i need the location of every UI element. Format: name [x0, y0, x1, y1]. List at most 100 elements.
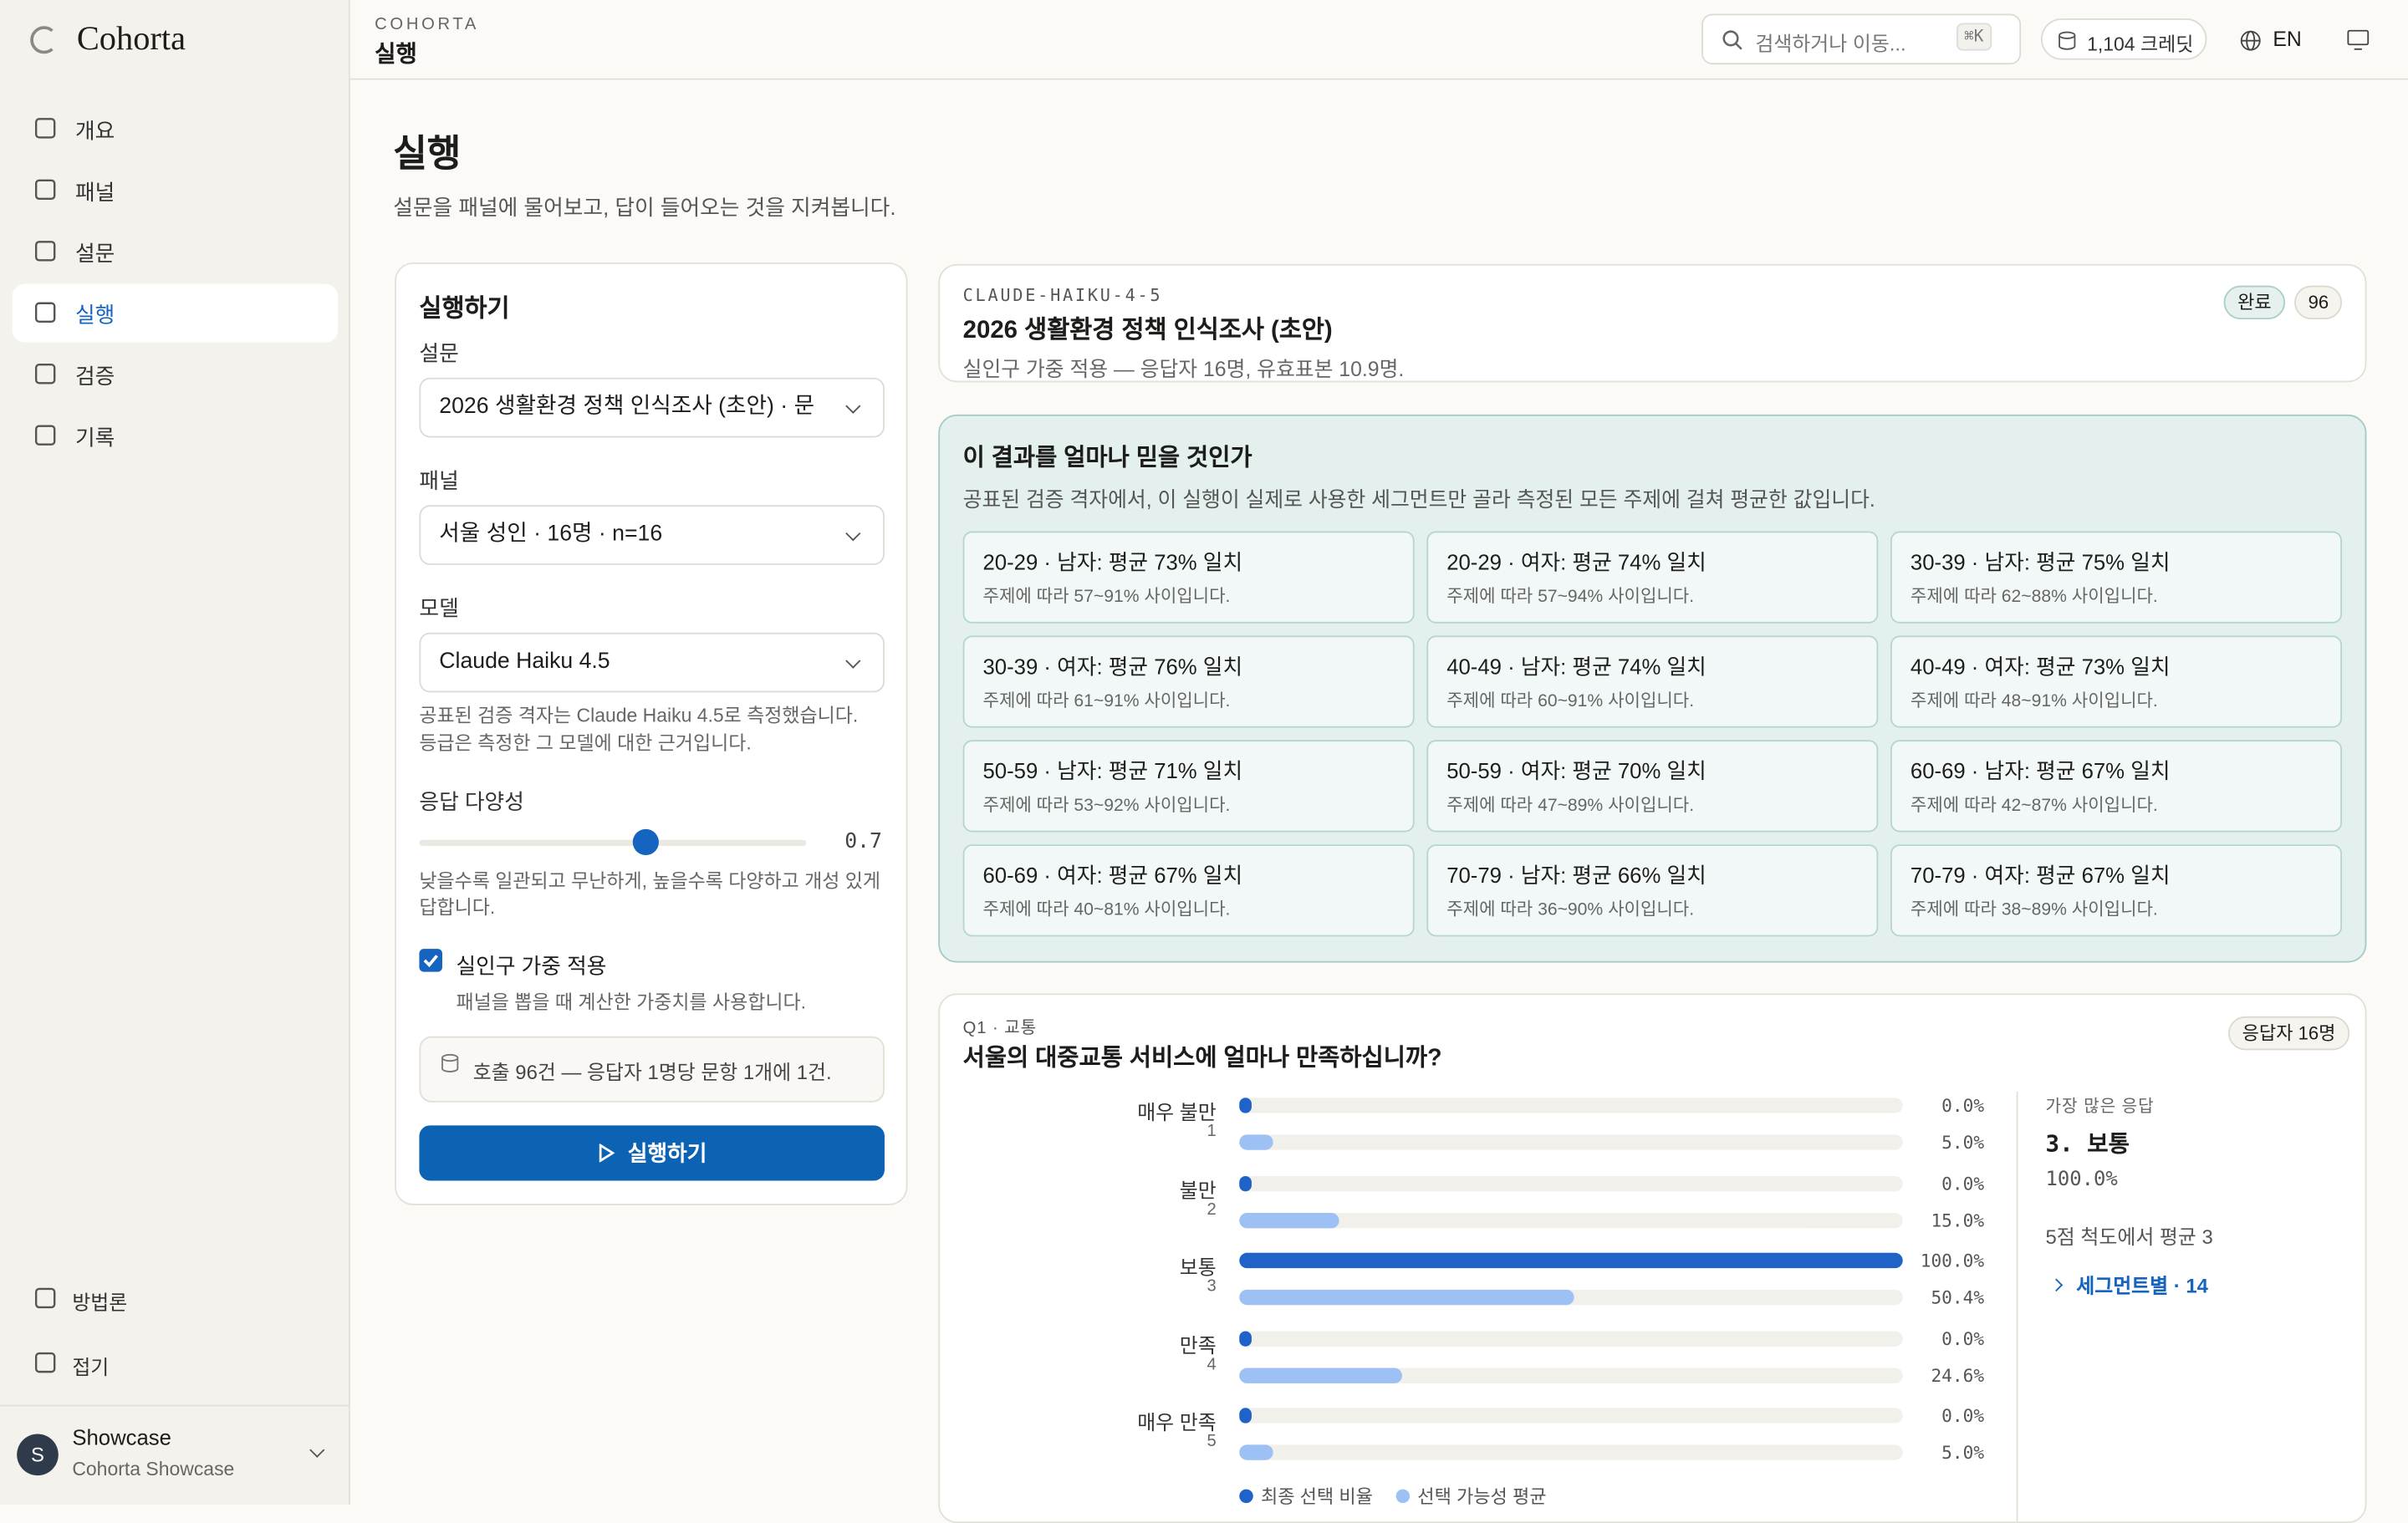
- nav-item[interactable]: 실행: [12, 283, 339, 343]
- divider: [2016, 1091, 2018, 1522]
- bar: [1239, 1212, 1339, 1228]
- nav-item[interactable]: 검증: [13, 345, 338, 404]
- bar-track: [1239, 1175, 1903, 1191]
- user-org: Cohorta Showcase: [72, 1458, 235, 1480]
- cell-range: 주제에 따라 36~90% 사이입니다.: [1446, 901, 1695, 920]
- checkbox[interactable]: [419, 949, 442, 972]
- cell-range: 주제에 따라 57~94% 사이입니다.: [1446, 588, 1695, 607]
- credits[interactable]: 1,104 크레딧: [2041, 18, 2207, 60]
- globe-icon: [2240, 30, 2261, 51]
- bar: [1239, 1289, 1574, 1306]
- legend-item: 최종 선택 비율: [1239, 1483, 1373, 1509]
- nav-label: 방법론: [72, 1291, 128, 1315]
- panel-select[interactable]: 서울 성인 · 16명 · n=16: [419, 505, 885, 565]
- search[interactable]: 검색하거나 이동... ⌘K: [1701, 13, 2022, 65]
- bar: [1239, 1175, 1252, 1191]
- segments-link[interactable]: 세그먼트별 · 14: [2049, 1270, 2208, 1299]
- cell-title: 40-49 · 남자: 평균 74% 일치: [1446, 654, 1707, 679]
- select-value: 2026 생활환경 정책 인식조사 (초안) · 문항 6개: [439, 395, 815, 420]
- cell-title: 70-79 · 여자: 평균 67% 일치: [1910, 863, 2171, 888]
- nav-label: 검증: [75, 364, 115, 389]
- bar: [1239, 1252, 1903, 1269]
- brand: Cohorta: [76, 18, 186, 57]
- calls-note: 호출 96건 — 응답자 1명당 문항 1개에 1건.: [419, 1036, 885, 1103]
- cell-title: 60-69 · 남자: 평균 67% 일치: [1910, 758, 2171, 783]
- cell-title: 60-69 · 여자: 평균 67% 일치: [982, 863, 1243, 888]
- cell-range: 주제에 따라 57~91% 사이입니다.: [982, 588, 1231, 607]
- cell-title: 30-39 · 남자: 평균 75% 일치: [1910, 549, 2171, 574]
- help: 등급은 측정한 그 모델에 대한 근거입니다.: [419, 732, 752, 754]
- nav-item[interactable]: 설문: [13, 222, 338, 281]
- top-label: 가장 많은 응답: [2045, 1098, 2155, 1117]
- cell-title: 30-39 · 여자: 평균 76% 일치: [982, 654, 1243, 679]
- model-select[interactable]: Claude Haiku 4.5: [419, 632, 885, 693]
- bar-value: 0.0%: [1941, 1404, 1985, 1427]
- nav-item[interactable]: 기록: [13, 407, 338, 466]
- cell-title: 40-49 · 여자: 평균 73% 일치: [1910, 654, 2171, 679]
- slider-knob[interactable]: [631, 828, 659, 856]
- option-code: 1: [1207, 1122, 1217, 1141]
- run-subtitle: 실인구 가중 적용 — 응답자 16명, 유효표본 10.9명.: [962, 357, 1405, 381]
- cell-range: 주제에 따라 60~91% 사이입니다.: [1446, 692, 1695, 711]
- form-title: 실행하기: [419, 296, 510, 323]
- survey-select[interactable]: 2026 생활환경 정책 인식조사 (초안) · 문항 6개: [419, 377, 885, 438]
- trust-title: 이 결과를 얼마나 믿을 것인가: [962, 445, 1252, 471]
- lang[interactable]: EN: [2273, 28, 2302, 51]
- checkbox-label: 실인구 가중 적용: [456, 953, 607, 979]
- count-badge: 96: [2294, 285, 2343, 320]
- help: 공표된 검증 격자는 Claude Haiku 4.5로 측정했습니다.: [419, 705, 859, 726]
- option-code: 2: [1207, 1200, 1217, 1219]
- shortcut: ⌘K: [1956, 23, 1992, 51]
- display-icon[interactable]: [2347, 29, 2370, 51]
- eyebrow: COHORTA: [375, 15, 480, 34]
- slider-track[interactable]: [419, 839, 807, 847]
- nav-label: 실행: [75, 302, 115, 328]
- cell-range: 주제에 따라 53~92% 사이입니다.: [982, 797, 1231, 816]
- avatar: S: [17, 1434, 59, 1476]
- bar-value: 5.0%: [1941, 1131, 1985, 1154]
- bar-value: 100.0%: [1920, 1250, 1985, 1271]
- user-menu[interactable]: [309, 1442, 325, 1458]
- select-value: Claude Haiku 4.5: [439, 649, 610, 675]
- bar-track: [1239, 1098, 1903, 1113]
- legend-label: 최종 선택 비율: [1260, 1485, 1373, 1508]
- cell-range: 주제에 따라 38~89% 사이입니다.: [1910, 901, 2158, 920]
- cell-title: 20-29 · 여자: 평균 74% 일치: [1446, 549, 1707, 574]
- page-subtitle: 설문을 패널에 물어보고, 답이 들어오는 것을 지켜봅니다.: [393, 195, 896, 220]
- trust-card: 이 결과를 얼마나 믿을 것인가 공표된 검증 격자에서, 이 실행이 실제로 …: [938, 414, 2367, 963]
- run-model: CLAUDE-HAIKU-4-5: [962, 285, 1163, 306]
- nav-label: 설문: [75, 241, 115, 266]
- top-share: 100.0%: [2045, 1168, 2118, 1192]
- bar: [1239, 1330, 1252, 1346]
- footer-nav-item[interactable]: 접기: [13, 1334, 338, 1393]
- top-answer: 3. 보통: [2045, 1129, 2130, 1158]
- bar: [1239, 1444, 1273, 1460]
- bar-track: [1239, 1444, 1903, 1460]
- run-title: 2026 생활환경 정책 인식조사 (초안): [962, 318, 1333, 344]
- legend-swatch: [1395, 1489, 1411, 1504]
- bar-value: 15.0%: [1931, 1209, 1985, 1231]
- mean-note: 5점 척도에서 평균 3: [2045, 1225, 2213, 1249]
- bar-value: 0.0%: [1941, 1094, 1985, 1117]
- topbar-title: 실행: [375, 41, 417, 68]
- nav-item[interactable]: 개요: [13, 99, 338, 158]
- bar-track: [1239, 1330, 1903, 1346]
- slider-value: 0.7: [844, 828, 883, 854]
- bar: [1239, 1367, 1403, 1383]
- bar-value: 24.6%: [1931, 1363, 1985, 1386]
- nav-item[interactable]: 패널: [13, 161, 338, 220]
- cell-range: 주제에 따라 48~91% 사이입니다.: [1910, 692, 2158, 711]
- footer-nav-item[interactable]: 방법론: [13, 1270, 338, 1328]
- bar-track: [1239, 1212, 1903, 1228]
- nav-label: 개요: [75, 118, 115, 143]
- run-button[interactable]: 실행하기: [419, 1125, 885, 1181]
- checkbox-help: 패널을 뽑을 때 계산한 가중치를 사용합니다.: [456, 991, 806, 1014]
- option-code: 5: [1207, 1432, 1217, 1451]
- legend-label: 선택 가능성 평균: [1417, 1485, 1547, 1508]
- cell-title: 70-79 · 남자: 평균 66% 일치: [1446, 863, 1707, 888]
- search-placeholder: 검색하거나 이동...: [1755, 32, 1906, 56]
